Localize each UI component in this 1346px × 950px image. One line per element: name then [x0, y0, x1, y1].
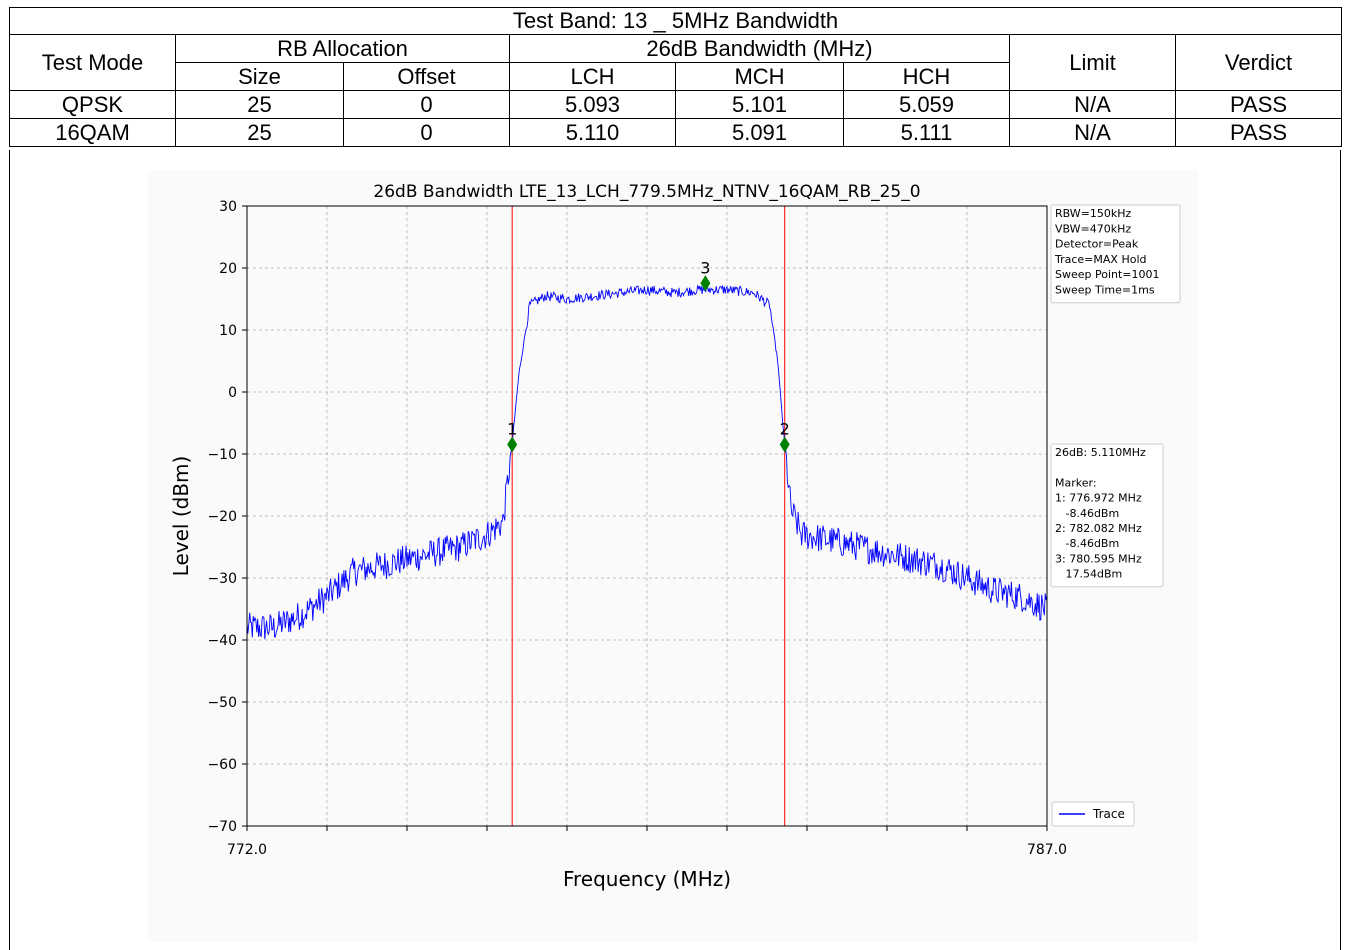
y-tick-label: 0 — [228, 385, 237, 401]
plot-frame — [9, 150, 1341, 950]
marker-info-box-line: 2: 782.082 MHz — [1055, 522, 1142, 535]
y-tick-label: 30 — [219, 199, 237, 215]
header-hch: HCH — [843, 62, 1010, 91]
header-verdict: Verdict — [1174, 34, 1343, 91]
marker-info-box-line: Marker: — [1055, 476, 1097, 489]
settings-box-line: Sweep Point=1001 — [1055, 268, 1160, 281]
marker-info-box-line: 1: 776.972 MHz — [1055, 492, 1142, 505]
settings-box-line: Detector=Peak — [1055, 238, 1139, 251]
cell-offset: 0 — [343, 118, 510, 147]
settings-box-line: RBW=150kHz — [1055, 207, 1132, 220]
cell-lch: 5.093 — [509, 90, 676, 119]
y-tick-label: −70 — [207, 819, 237, 835]
marker-diamond — [507, 436, 518, 453]
y-tick-label: 10 — [219, 323, 237, 339]
header-test-mode: Test Mode — [9, 34, 176, 91]
x-tick-label: 787.0 — [1027, 842, 1067, 858]
marker-info-box-line: -8.46dBm — [1055, 507, 1119, 520]
table-row: QPSK 25 0 5.093 5.101 5.059 N/A PASS — [9, 90, 1343, 119]
y-tick-label: −60 — [207, 757, 237, 773]
y-tick-label: 20 — [219, 261, 237, 277]
marker-info-box-line: 26dB: 5.110MHz — [1055, 446, 1146, 459]
marker-info-box-line: -8.46dBm — [1055, 537, 1119, 550]
marker-info-box — [1050, 443, 1164, 588]
table-row: 16QAM 25 0 5.110 5.091 5.111 N/A PASS — [9, 118, 1343, 147]
settings-box — [1050, 204, 1181, 304]
marker-label: 1 — [507, 419, 517, 438]
marker-info-box-line: 3: 780.595 MHz — [1055, 552, 1142, 565]
x-tick-label: 772.0 — [227, 842, 267, 858]
y-tick-label: −30 — [207, 571, 237, 587]
info-boxes: RBW=150kHz VBW=470kHz Detector=Peak Trace=M… — [1050, 204, 1181, 588]
marker-diamond — [700, 275, 711, 292]
trace-layer — [246, 284, 1048, 640]
marker-diamond — [779, 436, 790, 453]
cell-hch: 5.111 — [843, 118, 1010, 147]
legend: Trace — [1051, 801, 1135, 827]
header-mch: MCH — [675, 62, 844, 91]
header-rb-allocation: RB Allocation — [175, 34, 510, 63]
table-title: Test Band: 13 _ 5MHz Bandwidth — [8, 7, 1343, 35]
x-axis-label: Frequency (MHz) — [563, 867, 731, 891]
y-tick-label: −20 — [207, 509, 237, 525]
settings-box-line: VBW=470kHz — [1055, 222, 1131, 235]
cell-limit: N/A — [1009, 90, 1176, 119]
cell-size: 25 — [175, 118, 344, 147]
legend-trace-label: Trace — [1092, 807, 1125, 821]
y-tick-label: −50 — [207, 695, 237, 711]
marker-lines — [511, 206, 786, 826]
markers-layer: 1 2 3 — [507, 258, 790, 453]
cell-limit: N/A — [1009, 118, 1176, 147]
results-table: Test Band: 13 _ 5MHz Bandwidth Test Mode… — [8, 7, 1343, 147]
legend-box — [1051, 801, 1135, 827]
y-axis-label: Level (dBm) — [169, 456, 193, 577]
settings-box-line: Sweep Time=1ms — [1055, 284, 1155, 297]
trace-line — [246, 284, 1048, 640]
marker-info-box-line: 17.54dBm — [1055, 568, 1122, 581]
cell-hch: 5.059 — [843, 90, 1010, 119]
ticks-layer: 30 20 10 0 −10 −20 −30 −40 −50 −60 −70 772.0 787.0 — [207, 199, 1067, 858]
cell-verdict: PASS — [1174, 118, 1343, 147]
cell-mch: 5.091 — [675, 118, 844, 147]
y-tick-label: −10 — [207, 447, 237, 463]
y-tick-label: −40 — [207, 633, 237, 649]
marker-label: 2 — [780, 419, 790, 438]
table-title-row: Test Band: 13 _ 5MHz Bandwidth — [8, 7, 1343, 35]
figure-background — [148, 170, 1198, 942]
settings-box-line: Trace=MAX Hold — [1054, 253, 1147, 266]
cell-mode: QPSK — [9, 90, 176, 119]
marker-label: 3 — [700, 258, 710, 277]
cell-lch: 5.110 — [509, 118, 676, 147]
chart-title: 26dB Bandwidth LTE_13_LCH_779.5MHz_NTNV_… — [373, 182, 920, 202]
